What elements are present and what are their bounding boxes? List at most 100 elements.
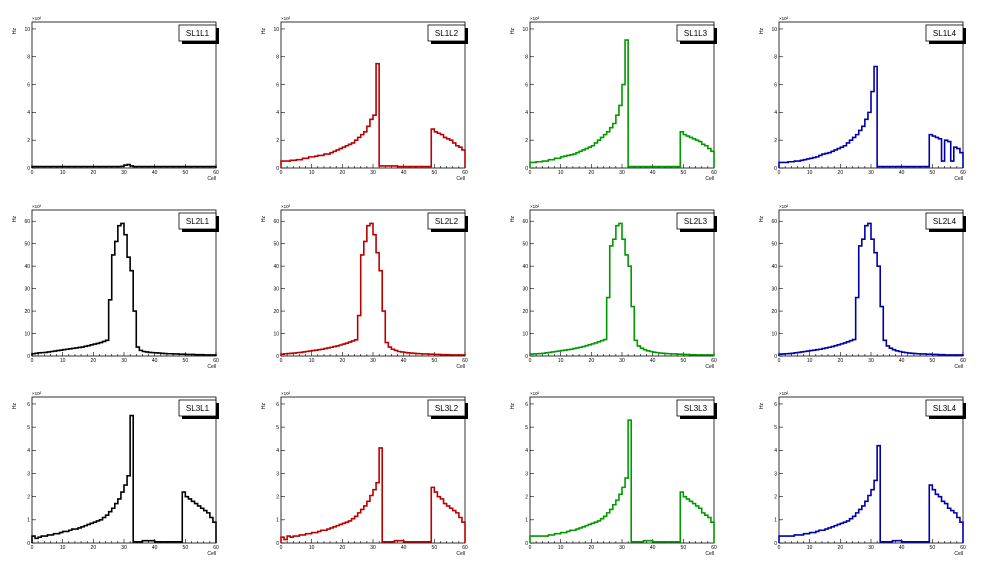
x-tick-label: 0 [31, 545, 34, 551]
y-multiplier: ×10² [32, 16, 42, 21]
y-axis-title: Hz [12, 28, 18, 35]
y-axis-title: Hz [510, 216, 516, 223]
y-tick-label: 0 [27, 541, 30, 547]
legend-box [178, 399, 217, 417]
x-tick-label: 30 [370, 170, 376, 176]
histogram-line [529, 419, 715, 543]
x-tick-label: 50 [930, 545, 936, 551]
y-tick-label: 4 [276, 448, 279, 454]
histogram-line [778, 222, 964, 356]
legend-box [427, 212, 466, 230]
x-tick-label: 10 [807, 545, 813, 551]
y-tick-label: 1 [27, 518, 30, 524]
x-tick-label: 50 [432, 358, 438, 364]
y-tick-label: 6 [276, 402, 279, 408]
y-multiplier: ×10² [281, 16, 291, 21]
y-tick-label: 6 [525, 402, 528, 408]
y-tick-label: 30 [24, 286, 30, 292]
legend-label: SL2L3 [684, 217, 708, 226]
x-tick-label: 40 [650, 170, 656, 176]
legend-label: SL1L2 [435, 29, 459, 38]
x-tick-label: 10 [558, 545, 564, 551]
y-axis-title: Hz [261, 216, 267, 223]
y-tick-label: 20 [273, 309, 279, 315]
y-axis-title: Hz [12, 216, 18, 223]
y-tick-label: 10 [273, 331, 279, 337]
y-tick-label: 5 [525, 425, 528, 431]
y-tick-label: 60 [24, 219, 30, 225]
x-tick-label: 60 [711, 545, 717, 551]
y-tick-label: 6 [525, 82, 528, 88]
x-tick-label: 60 [213, 170, 219, 176]
y-axis-title: Hz [510, 28, 516, 35]
x-tick-label: 20 [589, 358, 595, 364]
y-tick-label: 10 [24, 331, 30, 337]
y-tick-label: 1 [525, 518, 528, 524]
y-tick-label: 3 [525, 471, 528, 477]
y-tick-label: 5 [774, 425, 777, 431]
histogram-line [31, 163, 217, 168]
x-axis-title: Cell [456, 551, 465, 557]
x-tick-label: 0 [529, 545, 532, 551]
legend-label: SL2L4 [933, 217, 957, 226]
y-tick-label: 0 [525, 541, 528, 547]
x-tick-label: 50 [681, 170, 687, 176]
x-tick-label: 50 [930, 358, 936, 364]
y-tick-label: 0 [27, 354, 30, 360]
x-tick-label: 10 [807, 358, 813, 364]
x-tick-label: 0 [31, 358, 34, 364]
histogram-line [31, 222, 217, 356]
x-tick-label: 60 [213, 545, 219, 551]
x-axis-title: Cell [705, 364, 714, 370]
legend-box [925, 24, 964, 42]
x-tick-label: 60 [213, 358, 219, 364]
histogram-line [280, 447, 466, 543]
histogram-line [280, 222, 466, 356]
x-tick-label: 10 [309, 170, 315, 176]
x-tick-label: 10 [60, 545, 66, 551]
x-tick-label: 20 [838, 358, 844, 364]
x-axis-title: Cell [954, 551, 963, 557]
y-tick-label: 50 [522, 241, 528, 247]
y-tick-label: 30 [522, 286, 528, 292]
x-axis-title: Cell [954, 364, 963, 370]
y-tick-label: 6 [27, 82, 30, 88]
x-tick-label: 30 [370, 358, 376, 364]
legend-label: SL3L3 [684, 404, 708, 413]
y-multiplier: ×10² [530, 16, 540, 21]
legend-box [676, 24, 715, 42]
x-tick-label: 0 [778, 545, 781, 551]
x-tick-label: 40 [899, 545, 905, 551]
y-tick-label: 10 [522, 331, 528, 337]
x-tick-label: 0 [778, 358, 781, 364]
x-tick-label: 30 [121, 170, 127, 176]
y-tick-label: 10 [522, 27, 528, 33]
x-axis-title: Cell [207, 364, 216, 370]
y-multiplier: ×10² [779, 391, 789, 396]
y-tick-label: 4 [525, 110, 528, 116]
x-axis-title: Cell [705, 176, 714, 182]
y-tick-label: 5 [27, 425, 30, 431]
x-tick-label: 40 [401, 358, 407, 364]
x-tick-label: 60 [960, 170, 966, 176]
y-multiplier: ×10² [281, 204, 291, 209]
x-tick-label: 20 [340, 170, 346, 176]
x-tick-label: 50 [432, 170, 438, 176]
x-tick-label: 20 [589, 545, 595, 551]
y-tick-label: 10 [24, 27, 30, 33]
x-tick-label: 0 [280, 545, 283, 551]
y-tick-label: 0 [525, 166, 528, 172]
x-tick-label: 40 [899, 358, 905, 364]
y-multiplier: ×10² [779, 204, 789, 209]
y-tick-label: 4 [27, 110, 30, 116]
legend-label: SL1L4 [933, 29, 957, 38]
y-tick-label: 30 [771, 286, 777, 292]
x-tick-label: 40 [401, 545, 407, 551]
y-tick-label: 8 [774, 55, 777, 61]
y-multiplier: ×10² [779, 16, 789, 21]
